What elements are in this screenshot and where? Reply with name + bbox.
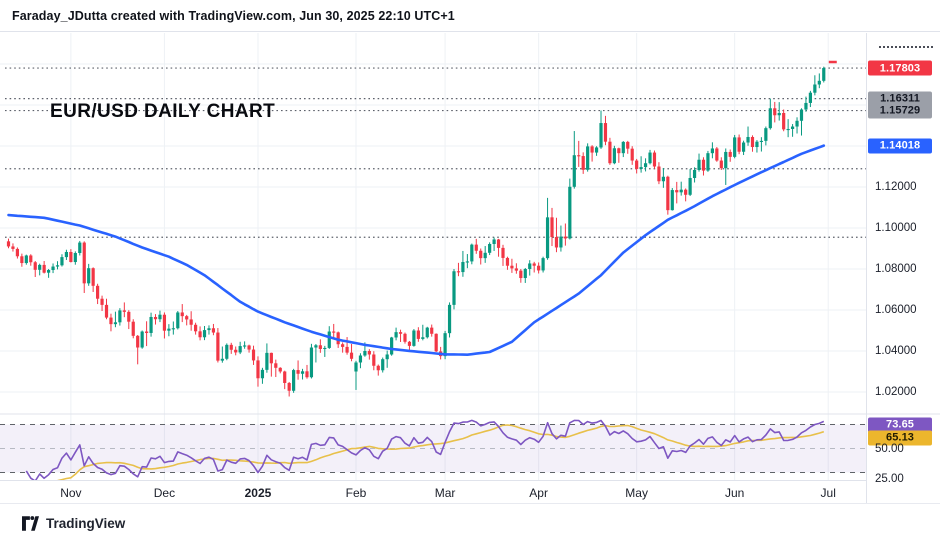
ma-value-badge: 1.14018 xyxy=(868,138,932,154)
horizontal-price-levels xyxy=(5,67,866,238)
price-axis-tick: 1.10000 xyxy=(875,222,917,234)
last-price-badge: 1.17803 xyxy=(868,60,932,76)
time-axis-label: Mar xyxy=(434,486,456,500)
price-axis-tick: 1.08000 xyxy=(875,263,917,275)
time-axis-label: Nov xyxy=(60,486,82,500)
price-axis-tick: 1.02000 xyxy=(875,386,917,398)
level-price-badge: 1.16311 xyxy=(868,91,932,107)
time-axis-label: Jul xyxy=(820,486,836,500)
candlestick-series xyxy=(6,66,826,397)
rsi-band xyxy=(0,424,866,473)
price-axis-tick: 1.12000 xyxy=(875,181,917,193)
tradingview-brand-label[interactable]: TradingView xyxy=(46,515,126,531)
time-axis-label: May xyxy=(625,486,648,500)
rsi-axis-tick: 50.00 xyxy=(875,442,904,455)
clipped-level-dots xyxy=(879,46,933,48)
time-axis-label: Dec xyxy=(153,486,176,500)
chart-header: Faraday_JDutta created with TradingView.… xyxy=(0,0,940,32)
footer: TradingView xyxy=(0,503,940,542)
price-axis-tick: 1.04000 xyxy=(875,345,917,357)
rsi-axis-tick: 25.00 xyxy=(875,472,904,485)
time-axis-label: Feb xyxy=(345,486,367,500)
rsi-ma-value-badge: 65.13 xyxy=(868,430,932,445)
time-axis-label: 2025 xyxy=(244,486,272,500)
tradingview-logo-icon[interactable] xyxy=(22,515,39,531)
time-axis-label: Jun xyxy=(724,486,745,500)
time-axis[interactable]: Nov Dec 2025 Feb Mar Apr May Jun Jul xyxy=(0,480,866,503)
price-axis-tick: 1.06000 xyxy=(875,304,917,316)
chart-title-annotation: EUR/USD DAILY CHART xyxy=(50,101,276,122)
moving-average-line xyxy=(7,144,826,357)
time-axis-label: Apr xyxy=(529,486,548,500)
gridlines xyxy=(0,33,866,480)
price-axis[interactable]: 1.12000 1.10000 1.08000 1.06000 1.04000 1.020… xyxy=(866,33,940,503)
chart-attribution: Faraday_JDutta created with TradingView.… xyxy=(12,8,455,23)
rsi-lines xyxy=(25,419,825,481)
rsi-value-badge: 73.65 xyxy=(868,417,932,432)
level-price-badge: 1.15729 xyxy=(868,103,932,119)
